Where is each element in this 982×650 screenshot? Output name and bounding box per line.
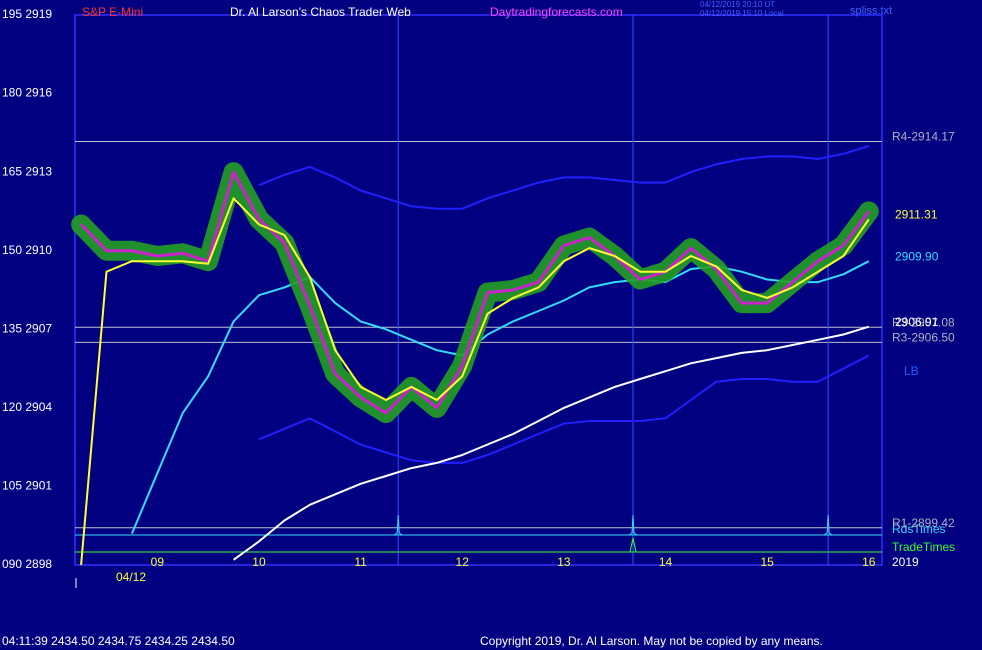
- site-title: Dr. Al Larson's Chaos Trader Web: [230, 5, 411, 19]
- y-tick-label: 135 2907: [2, 321, 52, 335]
- y-tick-label: 105 2901: [2, 479, 52, 493]
- level-label: R3-2906.50: [892, 331, 955, 345]
- date-label: 04/12: [116, 570, 146, 584]
- x-tick-label: 13: [557, 555, 571, 569]
- x-tick-label: 10: [252, 555, 266, 569]
- y-tick-label: 180 2916: [2, 86, 52, 100]
- year-label: 2019: [892, 555, 919, 569]
- series-line: [80, 197, 870, 566]
- series-end-label: 2909.90: [895, 249, 939, 263]
- site-url: Daytradingforecasts.com: [490, 5, 623, 19]
- file-name: spliss.txt: [850, 5, 892, 17]
- rds-spike: [823, 514, 833, 536]
- level-label: R4-2914.17: [892, 130, 955, 144]
- x-tick-label: 11: [354, 555, 367, 569]
- rds-spike: [393, 514, 403, 536]
- x-tick-label: 16: [862, 555, 876, 569]
- y-tick-label: 195 2919: [2, 7, 52, 21]
- trade-spike: [629, 537, 637, 553]
- rds-label: RdsTimes: [892, 522, 946, 536]
- band-label: LB: [904, 364, 919, 378]
- time-local: 04/12/2019 15:10 Local: [700, 9, 784, 18]
- level-label: R3-2907.08: [892, 315, 955, 329]
- plot-frame: [74, 14, 883, 566]
- y-tick-label: 150 2910: [2, 243, 52, 257]
- series-end-label: 2906.91: [895, 315, 939, 329]
- copyright: Copyright 2019, Dr. Al Larson. May not b…: [480, 634, 823, 648]
- quote: 04:11:39 2434.50 2434.75 2434.25 2434.50: [2, 634, 235, 648]
- x-tick-label: 09: [151, 555, 165, 569]
- symbol: S&P E-Mini: [82, 5, 143, 19]
- y-tick-label: 090 2898: [2, 557, 52, 571]
- trade-label: TradeTimes: [892, 540, 955, 554]
- x-tick-label: 14: [659, 555, 673, 569]
- x-tick-label: 12: [456, 555, 470, 569]
- series-line: [233, 325, 870, 561]
- series-line: [130, 260, 870, 534]
- y-tick-label: 120 2904: [2, 400, 52, 414]
- level-label: R1-2899.42: [892, 516, 955, 530]
- x-tick-label: 15: [760, 555, 774, 569]
- time-ut: 04/12/2019 20:10 UT: [700, 0, 775, 9]
- series-line: [258, 145, 870, 210]
- series-line: [258, 354, 870, 464]
- rds-spike: [628, 514, 638, 536]
- series-line: [80, 170, 871, 415]
- series-end-label: 2911.31: [895, 207, 938, 221]
- y-tick-label: 165 2913: [2, 164, 52, 178]
